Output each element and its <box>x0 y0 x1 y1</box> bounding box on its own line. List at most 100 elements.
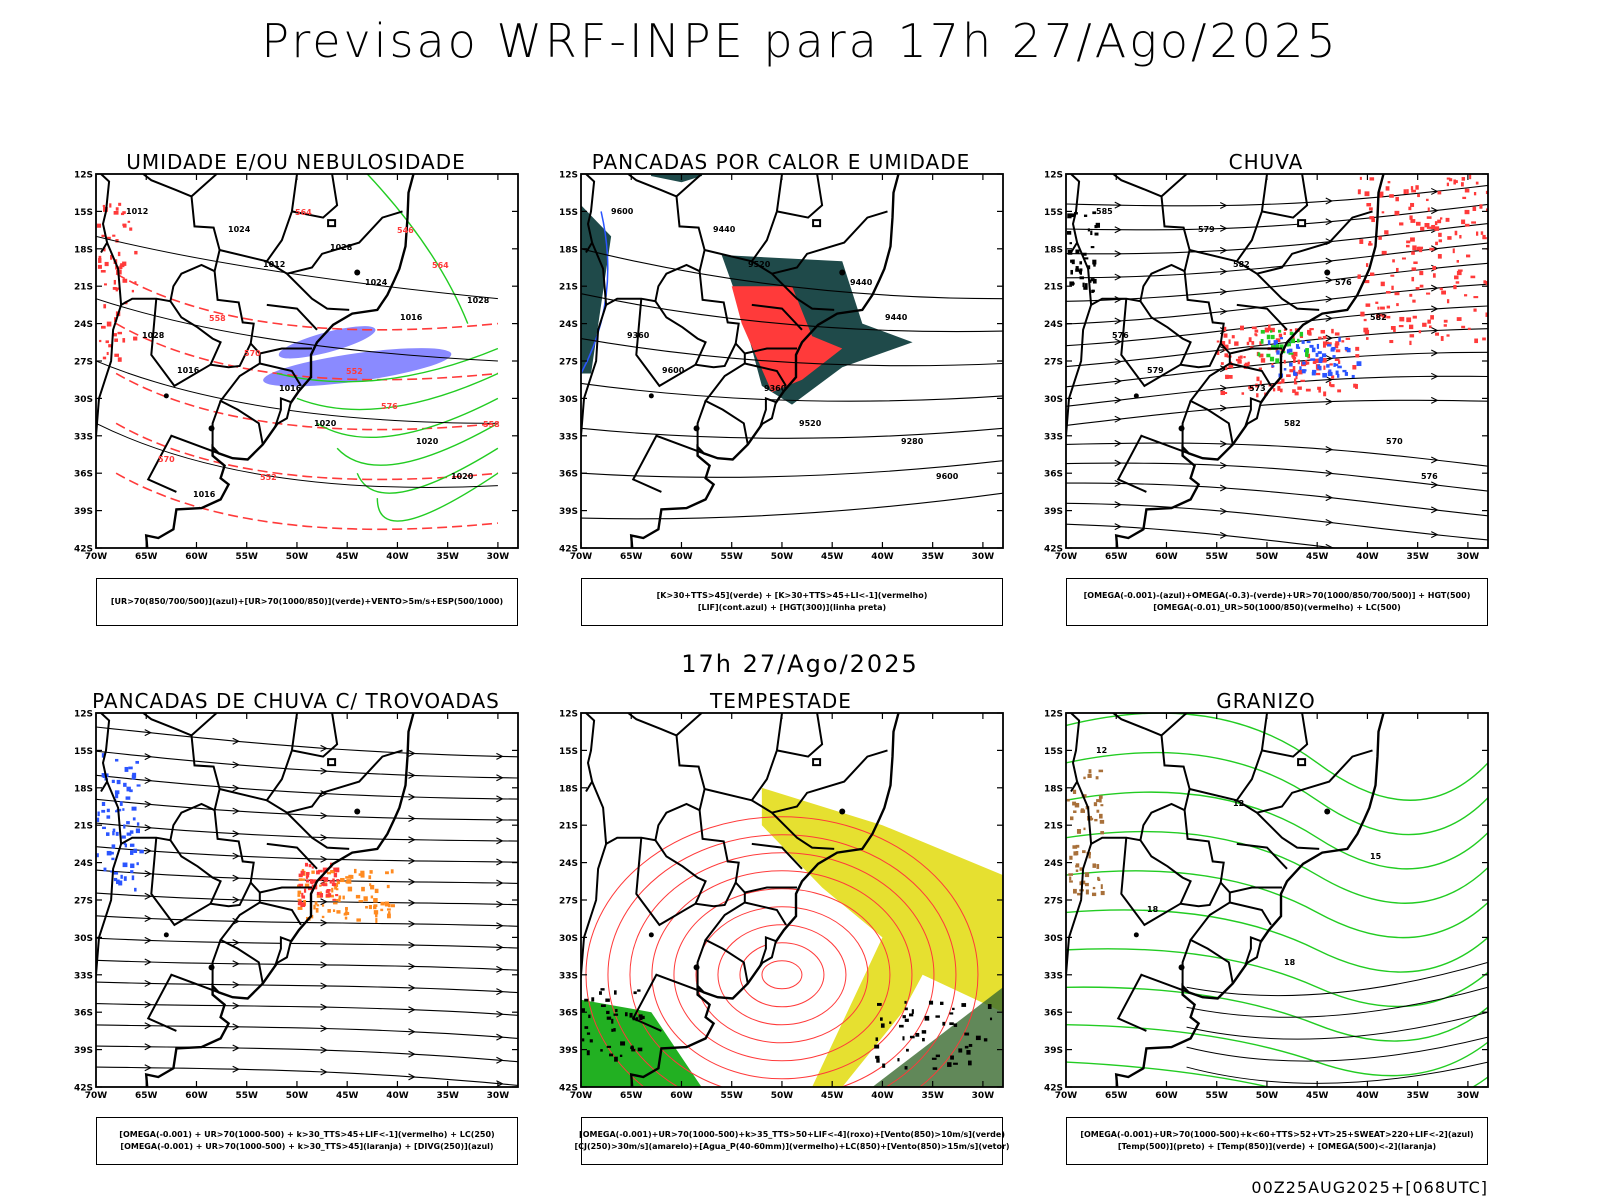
tts-orange-area <box>353 868 357 874</box>
precip-red-area <box>1520 213 1525 217</box>
thickness-noise <box>106 236 111 240</box>
tts-orange-area <box>311 870 315 874</box>
precip-red-area <box>1237 359 1242 364</box>
precip-red-area <box>1398 325 1404 328</box>
east-coastline <box>144 174 415 548</box>
wind-vector <box>619 1054 623 1058</box>
contour-label: 9440 <box>713 225 736 234</box>
omega-blue-area <box>1301 340 1305 344</box>
wind-vector <box>924 1015 930 1021</box>
precip-red-area <box>1293 358 1296 364</box>
divg-blue-area <box>113 877 118 882</box>
wind-vector <box>875 1055 880 1059</box>
hgt-300-contour <box>581 382 1003 402</box>
flow-arrow <box>1325 494 1333 502</box>
terrain-contours <box>1091 289 1094 293</box>
tts-orange-area <box>360 872 365 878</box>
precip-red-area <box>1369 177 1375 181</box>
contour-label: 9280 <box>901 437 924 446</box>
lon-tick-label: 45W <box>336 1091 359 1101</box>
flow-arrow <box>1431 506 1439 514</box>
contour-label: 552 <box>346 367 363 376</box>
wind-vector <box>613 1028 616 1032</box>
lat-tick-label: 36S <box>74 470 93 480</box>
flow-arrow <box>144 958 152 966</box>
precip-red-area <box>1251 341 1255 345</box>
terrain-contours <box>1090 230 1093 236</box>
streamline-500 <box>1066 502 1488 541</box>
tts-orange-area <box>363 896 368 902</box>
flow-arrow <box>1114 338 1122 346</box>
thickness-noise <box>113 211 119 215</box>
precip-red-area <box>1279 388 1283 393</box>
city-marker <box>163 932 169 938</box>
humidity-1000-contour <box>376 472 499 522</box>
precip-red-area <box>1315 372 1321 376</box>
flow-arrow <box>496 1033 504 1041</box>
terrain-contours <box>1092 211 1097 215</box>
divg-blue-area <box>123 782 127 787</box>
lif-red-area <box>316 891 320 896</box>
flow-arrow <box>144 1022 152 1030</box>
omega-orange-area <box>1100 890 1105 896</box>
lon-tick-label: 55W <box>1205 552 1228 562</box>
omega-orange-area <box>1099 813 1103 819</box>
precip-red-area <box>1260 358 1266 363</box>
wind-vector <box>591 997 595 1002</box>
terrain-contours <box>1084 283 1088 288</box>
omega-orange-area <box>1092 863 1097 868</box>
flow-arrow <box>496 795 504 803</box>
map-canvas: 585 582 582 579 582 576 579 576 576 573 570 12S 15S 1… <box>1044 171 1489 562</box>
panel-chuva: CHUVA 585 582 582 579 582 576 579 576 576 573 570 12… <box>1026 150 1506 630</box>
tts-orange-area <box>390 904 395 908</box>
wind-vector <box>874 1044 880 1049</box>
precip-red-area <box>1399 222 1404 226</box>
precip-red-area <box>1445 217 1450 222</box>
lon-tick-label: 60W <box>185 552 208 562</box>
city-marker <box>354 269 361 276</box>
flow-arrow <box>496 965 504 973</box>
precip-red-area <box>1328 381 1332 387</box>
tts-orange-area <box>319 884 322 887</box>
lon-tick-label: 50W <box>286 552 309 562</box>
lon-tick-label: 60W <box>670 552 693 562</box>
country-border <box>591 713 706 846</box>
tts-orange-area <box>390 869 394 874</box>
temp-850-contour <box>1066 870 1488 939</box>
wind-vector <box>600 1049 603 1052</box>
legend-box: [OMEGA(-0.001)+UR>70(1000-500)+k>35_TTS>… <box>574 1117 1010 1165</box>
precip-red-area <box>1516 212 1518 214</box>
tts-orange-area <box>319 891 322 894</box>
divg-blue-area <box>128 766 133 770</box>
panel-title: PANCADAS POR CALOR E UMIDADE <box>591 150 971 174</box>
precip-red-area <box>1455 281 1460 284</box>
precip-red-area <box>1363 318 1367 322</box>
temp-850-contour <box>1066 791 1488 870</box>
precip-red-area <box>1430 315 1434 320</box>
flow-arrow <box>408 793 416 801</box>
lif-red-area <box>320 876 326 881</box>
precip-red-area <box>1437 219 1442 224</box>
wind-vector <box>599 991 602 995</box>
contour-label: 573 <box>1249 384 1266 393</box>
lon-tick-label: 65W <box>1105 552 1128 562</box>
precip-red-area <box>1220 341 1226 346</box>
lat-tick-label: 15S <box>559 747 578 757</box>
map-frame <box>1065 712 1489 1088</box>
streamline-250 <box>96 1003 518 1016</box>
country-border <box>265 713 350 850</box>
omega-blue-area <box>1293 370 1296 375</box>
wind-vector <box>637 1047 643 1052</box>
precip-red-area <box>1320 329 1326 334</box>
tts-orange-area <box>340 877 345 883</box>
tts-orange-area <box>330 869 336 874</box>
tts-orange-area <box>297 894 301 897</box>
temp-500-contour <box>1186 961 1488 997</box>
wind-vector <box>909 1035 915 1039</box>
precip-red-area <box>1411 251 1415 255</box>
lat-tick-label: 42S <box>559 545 578 555</box>
city-marker <box>648 932 654 938</box>
precip-red-area <box>1482 337 1486 341</box>
thickness-noise <box>131 289 135 293</box>
tts-orange-area <box>333 902 338 905</box>
